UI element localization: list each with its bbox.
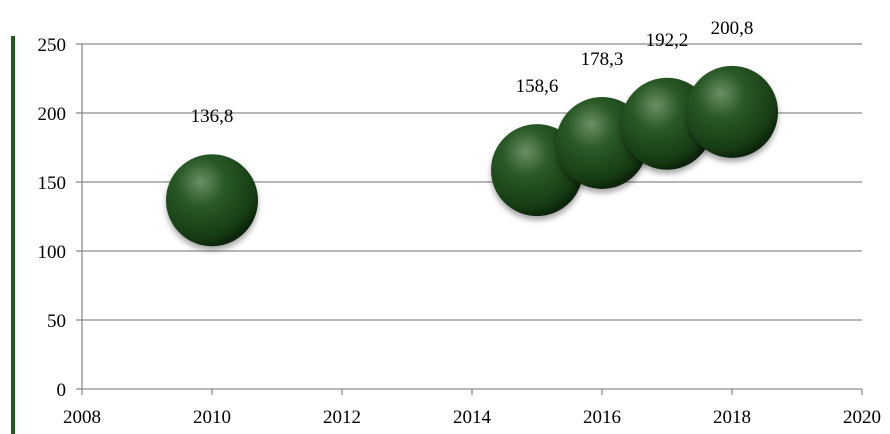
data-label: 200,8 — [711, 18, 754, 39]
data-label: 178,3 — [581, 49, 624, 70]
axes — [76, 43, 863, 395]
x-tick-label: 2010 — [193, 407, 231, 428]
bubble — [166, 154, 258, 247]
y-axis-ticks: 0 50 100 150 200 250 — [38, 35, 67, 401]
x-tick-label: 2020 — [843, 407, 881, 428]
y-tick-label: 0 — [57, 380, 67, 401]
y-tick-label: 50 — [47, 311, 66, 332]
data-label: 136,8 — [191, 106, 234, 127]
x-tick-label: 2012 — [323, 407, 361, 428]
data-labels: 136,8 158,6 178,3 192,2 200,8 — [191, 18, 754, 127]
y-tick-label: 150 — [38, 173, 67, 194]
y-tick-label: 200 — [38, 104, 67, 125]
x-tick-label: 2014 — [453, 407, 492, 428]
y-tick-label: 250 — [38, 35, 67, 56]
x-tick-label: 2018 — [713, 407, 751, 428]
x-axis-ticks: 2008 2010 2012 2014 2016 2018 2020 — [63, 407, 881, 428]
y-tick-label: 100 — [38, 242, 67, 263]
x-tick-label: 2008 — [63, 407, 101, 428]
left-accent-bar — [11, 36, 15, 434]
bubbles — [166, 65, 778, 247]
bubble — [686, 65, 778, 158]
data-label: 192,2 — [646, 30, 689, 51]
data-label: 158,6 — [516, 76, 559, 97]
x-tick-label: 2016 — [583, 407, 621, 428]
